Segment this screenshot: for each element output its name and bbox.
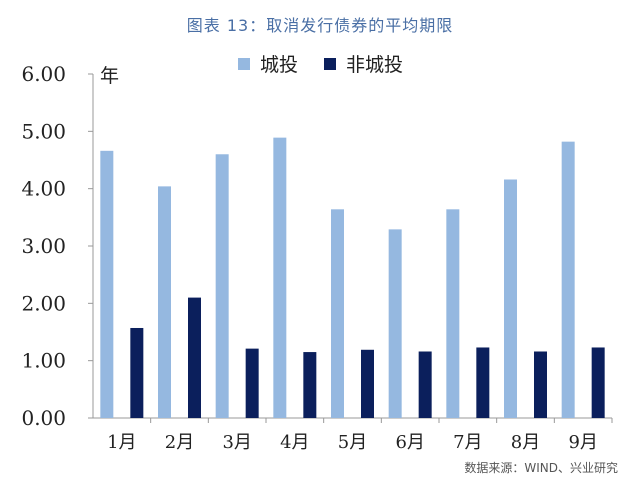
y-tick-label: 4.00 xyxy=(21,177,66,201)
bar-series2 xyxy=(476,347,490,418)
x-tick-label: 6月 xyxy=(395,432,424,453)
legend-item-series1: 城投 xyxy=(238,50,298,77)
y-axis-unit-label: 年 xyxy=(100,65,119,87)
bar-series1 xyxy=(100,150,114,418)
bar-series1 xyxy=(388,229,402,418)
chart-axes xyxy=(88,73,613,423)
chart-legend: 城投 非城投 xyxy=(238,50,429,77)
bar-series2 xyxy=(303,352,317,418)
x-tick-label: 3月 xyxy=(222,432,251,453)
y-tick-label: 5.00 xyxy=(21,119,66,143)
y-tick-label: 6.00 xyxy=(21,62,66,86)
source-note: 数据来源：WIND、兴业研究 xyxy=(464,461,618,475)
x-tick-label: 4月 xyxy=(280,432,309,453)
y-tick-label: 0.00 xyxy=(21,406,66,430)
bar-series1 xyxy=(215,154,229,418)
bar-series2 xyxy=(534,351,547,418)
legend-label-series1: 城投 xyxy=(260,54,299,76)
bar-series2 xyxy=(130,327,144,418)
chart-labels: 0.00 1.00 2.00 3.00 4.00 5.00 6.00 年 1月 2月 3月 4月 5月 6… xyxy=(21,62,597,453)
x-tick-label: 1月 xyxy=(107,432,136,453)
bar-series1 xyxy=(561,141,575,419)
bar-series2 xyxy=(245,348,259,418)
y-tick-label: 1.00 xyxy=(21,349,66,373)
chart-bars xyxy=(100,137,605,419)
x-tick-label: 5月 xyxy=(338,432,367,453)
bar-series2 xyxy=(418,351,432,418)
legend-label-series2: 非城投 xyxy=(346,54,404,76)
x-tick-label: 7月 xyxy=(453,432,482,453)
bar-series1 xyxy=(446,209,460,418)
bar-series2 xyxy=(591,347,605,418)
y-tick-label: 3.00 xyxy=(21,234,66,258)
bar-series1 xyxy=(158,186,171,418)
bar-series1 xyxy=(504,179,517,418)
chart-title: 图表 13：取消发行债券的平均期限 xyxy=(186,16,454,35)
x-tick-label: 8月 xyxy=(511,432,540,453)
legend-item-series2: 非城投 xyxy=(324,50,403,77)
legend-swatch-series1 xyxy=(238,57,250,70)
y-tick-label: 2.00 xyxy=(21,291,66,315)
bar-series1 xyxy=(273,137,287,418)
legend-swatch-series2 xyxy=(324,57,337,70)
bar-series2 xyxy=(188,297,201,418)
x-tick-label: 9月 xyxy=(568,432,597,453)
x-tick-label: 2月 xyxy=(165,432,194,453)
bar-series1 xyxy=(331,209,344,418)
bar-series2 xyxy=(361,349,374,418)
